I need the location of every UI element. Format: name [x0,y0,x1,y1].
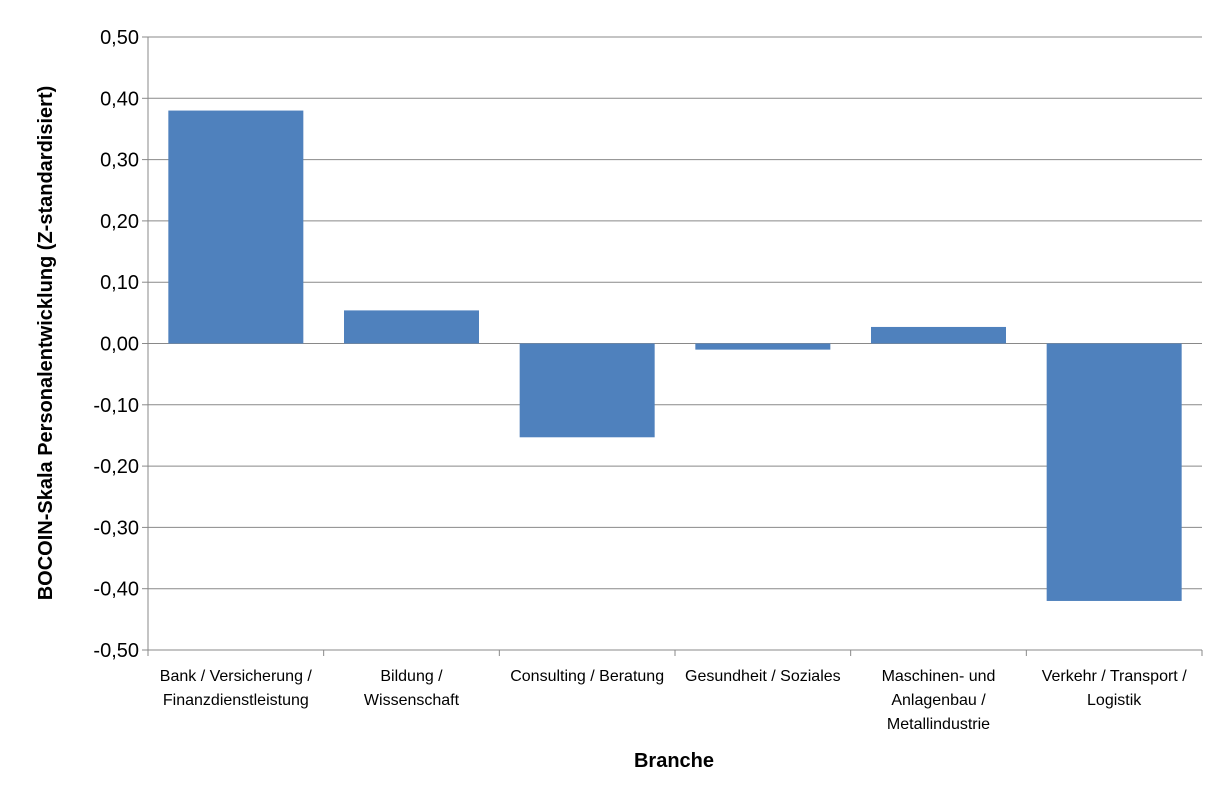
x-tick-label: Gesundheit / Soziales [685,668,841,685]
x-tick-label: Consulting / Beratung [510,668,664,685]
axes [142,36,1203,656]
bar [519,343,655,438]
y-axis-title: BOCOIN-Skala Personalentwicklung (Z-stan… [35,86,57,601]
y-tick-label: -0,30 [93,517,139,539]
y-tick-label: -0,50 [93,640,139,662]
gridlines [148,36,1202,651]
x-tick-label: Verkehr / Transport / Logistik [1042,668,1188,709]
y-tick-label: 0,00 [100,334,139,356]
x-tick-label: Bank / Versicherung / Finanzdienstleistun… [160,668,313,709]
bar [1046,343,1182,601]
bar [168,110,304,344]
y-tick-labels: 0,50 0,40 0,30 0,20 0,10 0,00 -0,10 -0,20 -0,30 -… [93,27,139,662]
y-tick-label: -0,40 [93,579,139,601]
y-tick-label: 0,10 [100,272,139,294]
x-tick-labels: Bank / Versicherung / Finanzdienstleistun… [160,668,1187,733]
y-tick-label: 0,50 [100,27,139,49]
y-tick-label: 0,20 [100,211,139,233]
bars [168,110,1182,601]
y-tick-label: 0,40 [100,88,139,110]
bar [344,310,479,344]
x-axis-title: Branche [634,750,714,772]
y-tick-label: -0,10 [93,395,139,417]
bar [871,326,1006,344]
y-tick-label: -0,20 [93,456,139,478]
x-tick-label: Bildung / Wissenschaft [364,668,460,709]
y-tick-label: 0,30 [100,150,139,172]
bar [695,343,831,350]
x-tick-label: Maschinen- und Anlagenbau / Metallindustri… [882,668,996,733]
